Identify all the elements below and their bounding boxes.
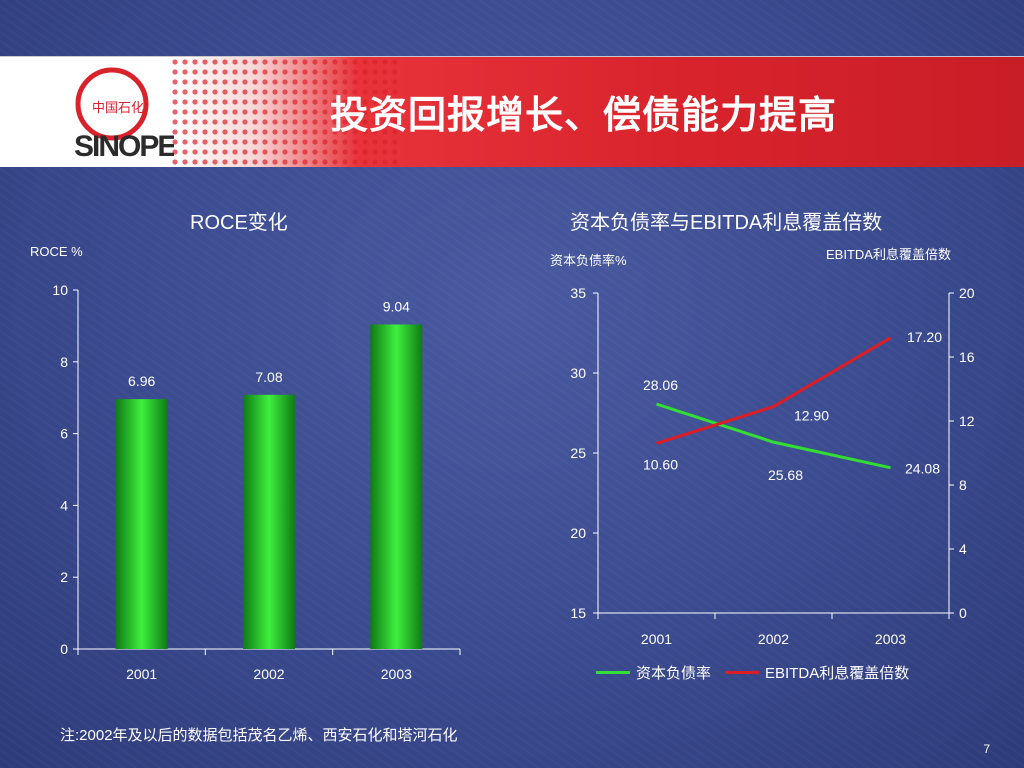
roce-x-tick-label: 2001: [126, 666, 157, 682]
roce-bar: [115, 399, 168, 649]
legend-swatch-red: [725, 671, 760, 674]
page-number: 7: [983, 742, 990, 756]
debt-ratio-axis-label: 资本负债率%: [550, 253, 627, 268]
banner-dot-pattern: [170, 57, 400, 167]
roce-y-tick-label: 6: [60, 426, 68, 442]
roce-bar: [243, 394, 295, 649]
roce-bar-label: 6.96: [128, 373, 155, 389]
roce-bar-label: 9.04: [383, 298, 410, 314]
line-chart-x-tick-label: 2003: [875, 631, 906, 647]
footnote: 注:2002年及以后的数据包括茂名乙烯、西安石化和塔河石化: [60, 727, 458, 744]
title-banner: [0, 56, 1024, 167]
roce-y-tick-label: 2: [60, 569, 68, 585]
line-chart-x-tick-label: 2001: [641, 631, 672, 647]
ebitda-y-tick-label: 20: [959, 285, 975, 301]
legend-label-ebitda: EBITDA利息覆盖倍数: [765, 665, 910, 682]
legend-swatch-green: [596, 671, 630, 674]
debt-ratio-label: 25.68: [768, 467, 803, 483]
debt-ratio-y-tick-label: 20: [570, 525, 586, 541]
debt-ratio-y-tick-label: 30: [570, 365, 586, 381]
roce-y-axis-label: ROCE %: [30, 244, 83, 259]
line-chart-legend: 资本负债率 EBITDA利息覆盖倍数: [596, 662, 909, 683]
legend-item-debt-ratio: 资本负债率: [596, 662, 711, 683]
roce-y-tick-label: 8: [60, 354, 68, 370]
roce-y-tick-label: 4: [60, 497, 68, 513]
ebitda-label: 17.20: [907, 329, 942, 345]
svg-text:SINOPEC: SINOPEC: [74, 130, 174, 162]
debt-ratio-y-tick-label: 25: [570, 445, 586, 461]
ebitda-label: 10.60: [643, 456, 678, 472]
debt-ratio-y-tick-label: 35: [570, 285, 586, 301]
roce-x-tick-label: 2003: [381, 666, 412, 682]
ebitda-y-tick-label: 16: [959, 349, 975, 365]
ebitda-y-tick-label: 0: [959, 605, 967, 621]
debt-ratio-label: 28.06: [643, 377, 678, 393]
svg-text:中国石化: 中国石化: [92, 101, 144, 116]
ebitda-axis-label: EBITDA利息覆盖倍数: [826, 247, 951, 262]
debt-ratio-label: 24.08: [905, 461, 940, 477]
roce-bar: [370, 324, 423, 649]
sinopec-logo-icon: SINOPEC 中国石化: [74, 67, 174, 162]
ebitda-y-tick-label: 12: [959, 413, 975, 429]
roce-y-tick-label: 0: [60, 641, 68, 657]
ebitda-line: [656, 336, 892, 445]
debt-ratio-line: [656, 402, 891, 470]
legend-label-debt-ratio: 资本负债率: [636, 665, 712, 682]
debt-ratio-y-tick-label: 15: [570, 605, 586, 621]
roce-bar-label: 7.08: [255, 369, 282, 385]
roce-chart-title: ROCE变化: [190, 212, 288, 234]
ebitda-label: 12.90: [794, 408, 829, 424]
ebitda-y-tick-label: 8: [959, 477, 967, 493]
roce-y-tick-label: 10: [52, 282, 68, 298]
roce-x-tick-label: 2002: [253, 666, 284, 682]
slide-title: 投资回报增长、偿债能力提高: [330, 92, 838, 137]
legend-item-ebitda: EBITDA利息覆盖倍数: [725, 662, 909, 683]
ebitda-y-tick-label: 4: [959, 541, 967, 557]
line-chart-x-tick-label: 2002: [758, 631, 789, 647]
debt-ebitda-chart-title: 资本负债率与EBITDA利息覆盖倍数: [570, 212, 883, 234]
